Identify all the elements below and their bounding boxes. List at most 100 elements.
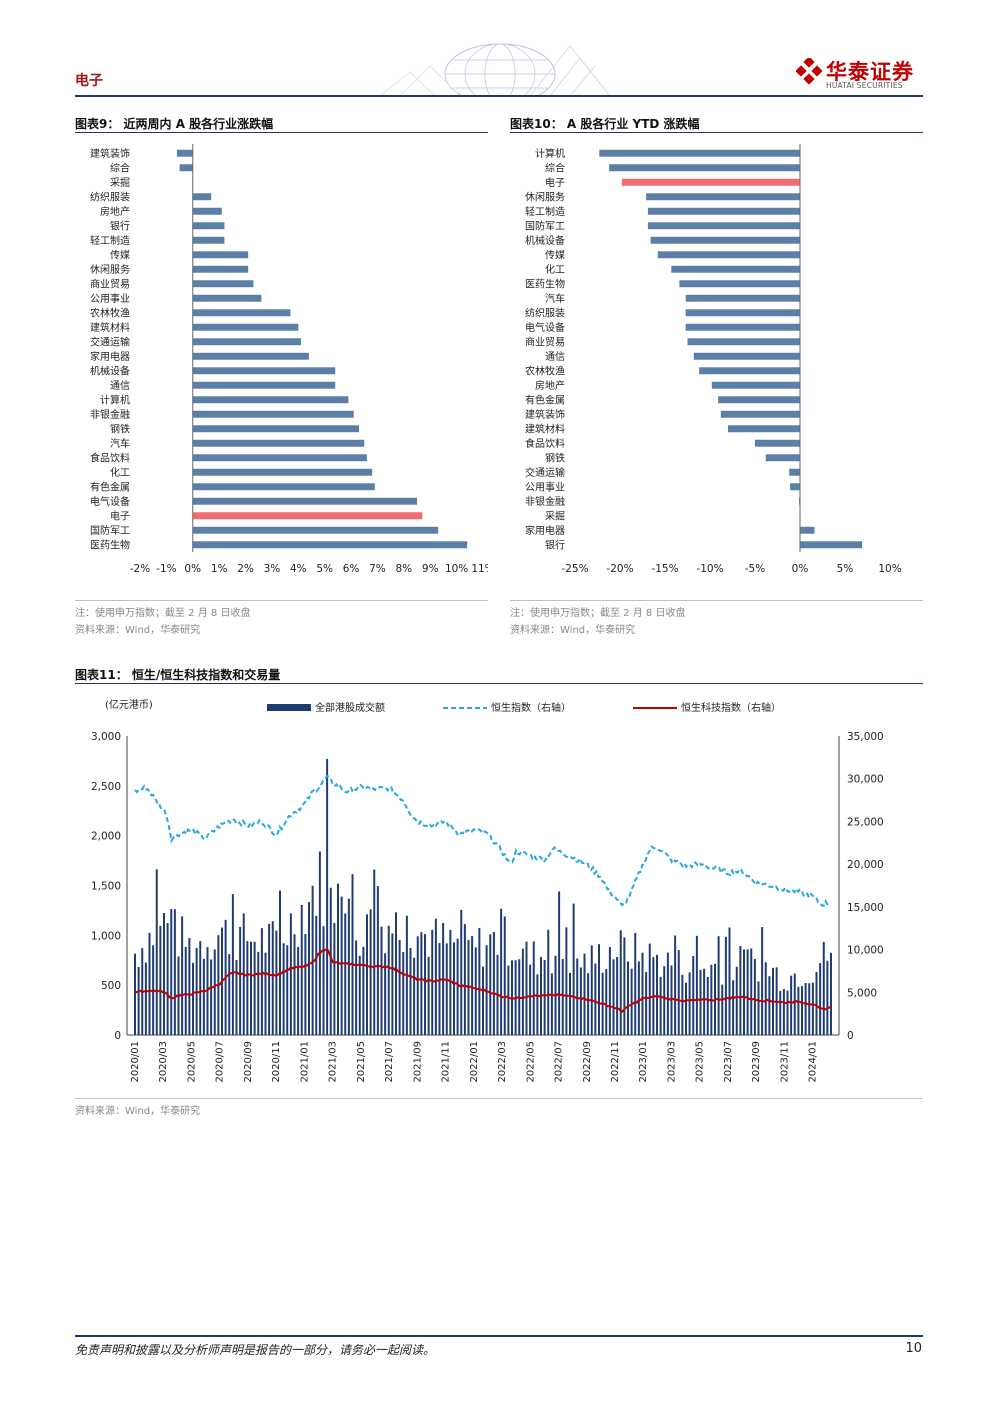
turnover-bar	[264, 952, 267, 1035]
turnover-bar	[427, 956, 430, 1035]
turnover-bar	[424, 934, 426, 1035]
turnover-bar	[616, 956, 619, 1035]
fig11-x-tick-label: 2020/09	[243, 1041, 254, 1083]
fig10-bar	[647, 222, 800, 230]
turnover-bar	[525, 941, 528, 1035]
fig10-title: 图表10： A 股各行业 YTD 涨跌幅	[510, 117, 700, 131]
turnover-bar	[337, 883, 339, 1035]
fig11-chart: (亿元港币) 全部港股成交额 恒生指数（右轴） 恒生科技指数（右轴） 0 500 1,000…	[91, 698, 884, 1083]
fig10-category-label: 房地产	[535, 379, 565, 392]
turnover-bar	[579, 967, 582, 1035]
fig10-category-label: 传媒	[545, 249, 565, 261]
fig10-category-label: 综合	[545, 161, 565, 174]
turnover-bar	[181, 916, 184, 1035]
turnover-bar	[732, 980, 735, 1035]
fig9-x-tick-label: 0%	[184, 563, 201, 575]
fig10-source: 资料来源：Wind，华泰研究	[510, 625, 636, 636]
turnover-bar	[347, 898, 350, 1035]
fig10-bar	[728, 425, 800, 433]
fig11-x-tick-label: 2022/07	[554, 1041, 565, 1083]
turnover-bar	[257, 951, 260, 1035]
fig10-category-label: 休闲服务	[525, 190, 565, 203]
turnover-bar	[286, 945, 289, 1035]
turnover-bar	[155, 869, 158, 1035]
turnover-bar	[260, 928, 263, 1035]
turnover-bar	[565, 927, 568, 1035]
turnover-bar	[674, 935, 677, 1035]
turnover-bar	[144, 962, 147, 1035]
fig10-category-label: 轻工制造	[525, 205, 565, 218]
fig10-bar	[755, 439, 800, 447]
company-logo: 华泰证券 HUATAI SECURITIES	[796, 58, 926, 92]
fig11-right-tick-label: 30,000	[847, 774, 884, 786]
fig10-category-label: 国防军工	[525, 219, 565, 232]
fig10-bar	[720, 410, 800, 418]
turnover-bar	[583, 953, 586, 1035]
fig9-bar	[192, 454, 367, 462]
fig9-bar	[192, 352, 309, 360]
fig11-left-tick-label: 2,500	[91, 781, 121, 793]
header-rule	[75, 95, 923, 97]
fig9-category-label: 休闲服务	[90, 263, 130, 276]
turnover-bar	[804, 983, 807, 1035]
turnover-bar	[246, 941, 249, 1035]
fig10-category-label: 化工	[545, 263, 565, 276]
fig10-bar	[685, 309, 800, 317]
turnover-bar	[761, 927, 764, 1035]
fig10-category-label: 计算机	[535, 147, 565, 160]
turnover-bar	[304, 934, 307, 1035]
turnover-bar	[543, 959, 546, 1035]
fig11-x-tick-label: 2021/01	[299, 1041, 310, 1083]
fig9-category-label: 银行	[110, 219, 130, 232]
fig9-x-tick-label: 11%	[471, 563, 488, 575]
fig10-bar	[685, 294, 800, 302]
turnover-bar	[637, 961, 640, 1035]
fig10-category-label: 银行	[545, 538, 565, 551]
fig11-x-tick-label: 2022/03	[497, 1041, 508, 1083]
legend-hstech-label: 恒生科技指数（右轴）	[681, 701, 781, 714]
turnover-bar	[782, 989, 785, 1035]
fig9-source: 资料来源：Wind，华泰研究	[75, 625, 201, 636]
fig10-category-label: 医药生物	[525, 277, 565, 290]
fig11-left-tick-label: 1,000	[91, 930, 121, 942]
turnover-bar	[453, 942, 455, 1035]
fig10-bar	[699, 367, 800, 375]
turnover-bar	[166, 923, 169, 1035]
fig10-bar	[765, 454, 800, 462]
fig11-right-tick-label: 35,000	[847, 731, 884, 743]
turnover-bar	[608, 946, 611, 1035]
turnover-bar	[413, 957, 416, 1035]
turnover-bar	[587, 973, 590, 1035]
fig9-category-label: 电气设备	[90, 495, 130, 508]
fig11-right-tick-label: 20,000	[847, 859, 884, 871]
fig11-x-tick-label: 2020/07	[215, 1041, 226, 1083]
fig10-category-label: 采掘	[545, 509, 565, 522]
turnover-bar	[322, 926, 325, 1035]
turnover-bar	[743, 949, 745, 1035]
turnover-bar	[735, 966, 738, 1035]
fig11-x-tick-label: 2020/05	[186, 1041, 197, 1083]
turnover-bar	[692, 956, 695, 1035]
fig10-bar	[599, 149, 800, 157]
turnover-bar	[449, 929, 452, 1035]
fig10-category-label: 纺织服装	[525, 306, 565, 319]
fig9-title-rule	[75, 132, 488, 133]
fig11-title: 图表11： 恒生/恒生科技指数和交易量	[75, 668, 281, 682]
turnover-bar	[605, 969, 608, 1035]
turnover-bar	[826, 960, 829, 1035]
fig11-ylabel: (亿元港币)	[105, 698, 153, 711]
fig10-bar	[790, 483, 800, 491]
turnover-bar	[282, 943, 285, 1035]
turnover-bar	[279, 890, 281, 1035]
turnover-bar	[231, 894, 234, 1035]
turnover-bar	[362, 946, 365, 1035]
fig10-bar	[718, 396, 800, 404]
fig11-x-tick-label: 2020/11	[271, 1041, 282, 1083]
fig11-x-tick-label: 2024/01	[808, 1041, 819, 1083]
fig10-x-tick-label: -20%	[606, 563, 633, 575]
fig10-category-label: 机械设备	[525, 234, 565, 247]
fig10-category-label: 家用电器	[525, 524, 565, 537]
turnover-bar	[210, 959, 213, 1035]
fig9-category-label: 食品饮料	[90, 451, 130, 464]
turnover-bar	[431, 929, 434, 1035]
